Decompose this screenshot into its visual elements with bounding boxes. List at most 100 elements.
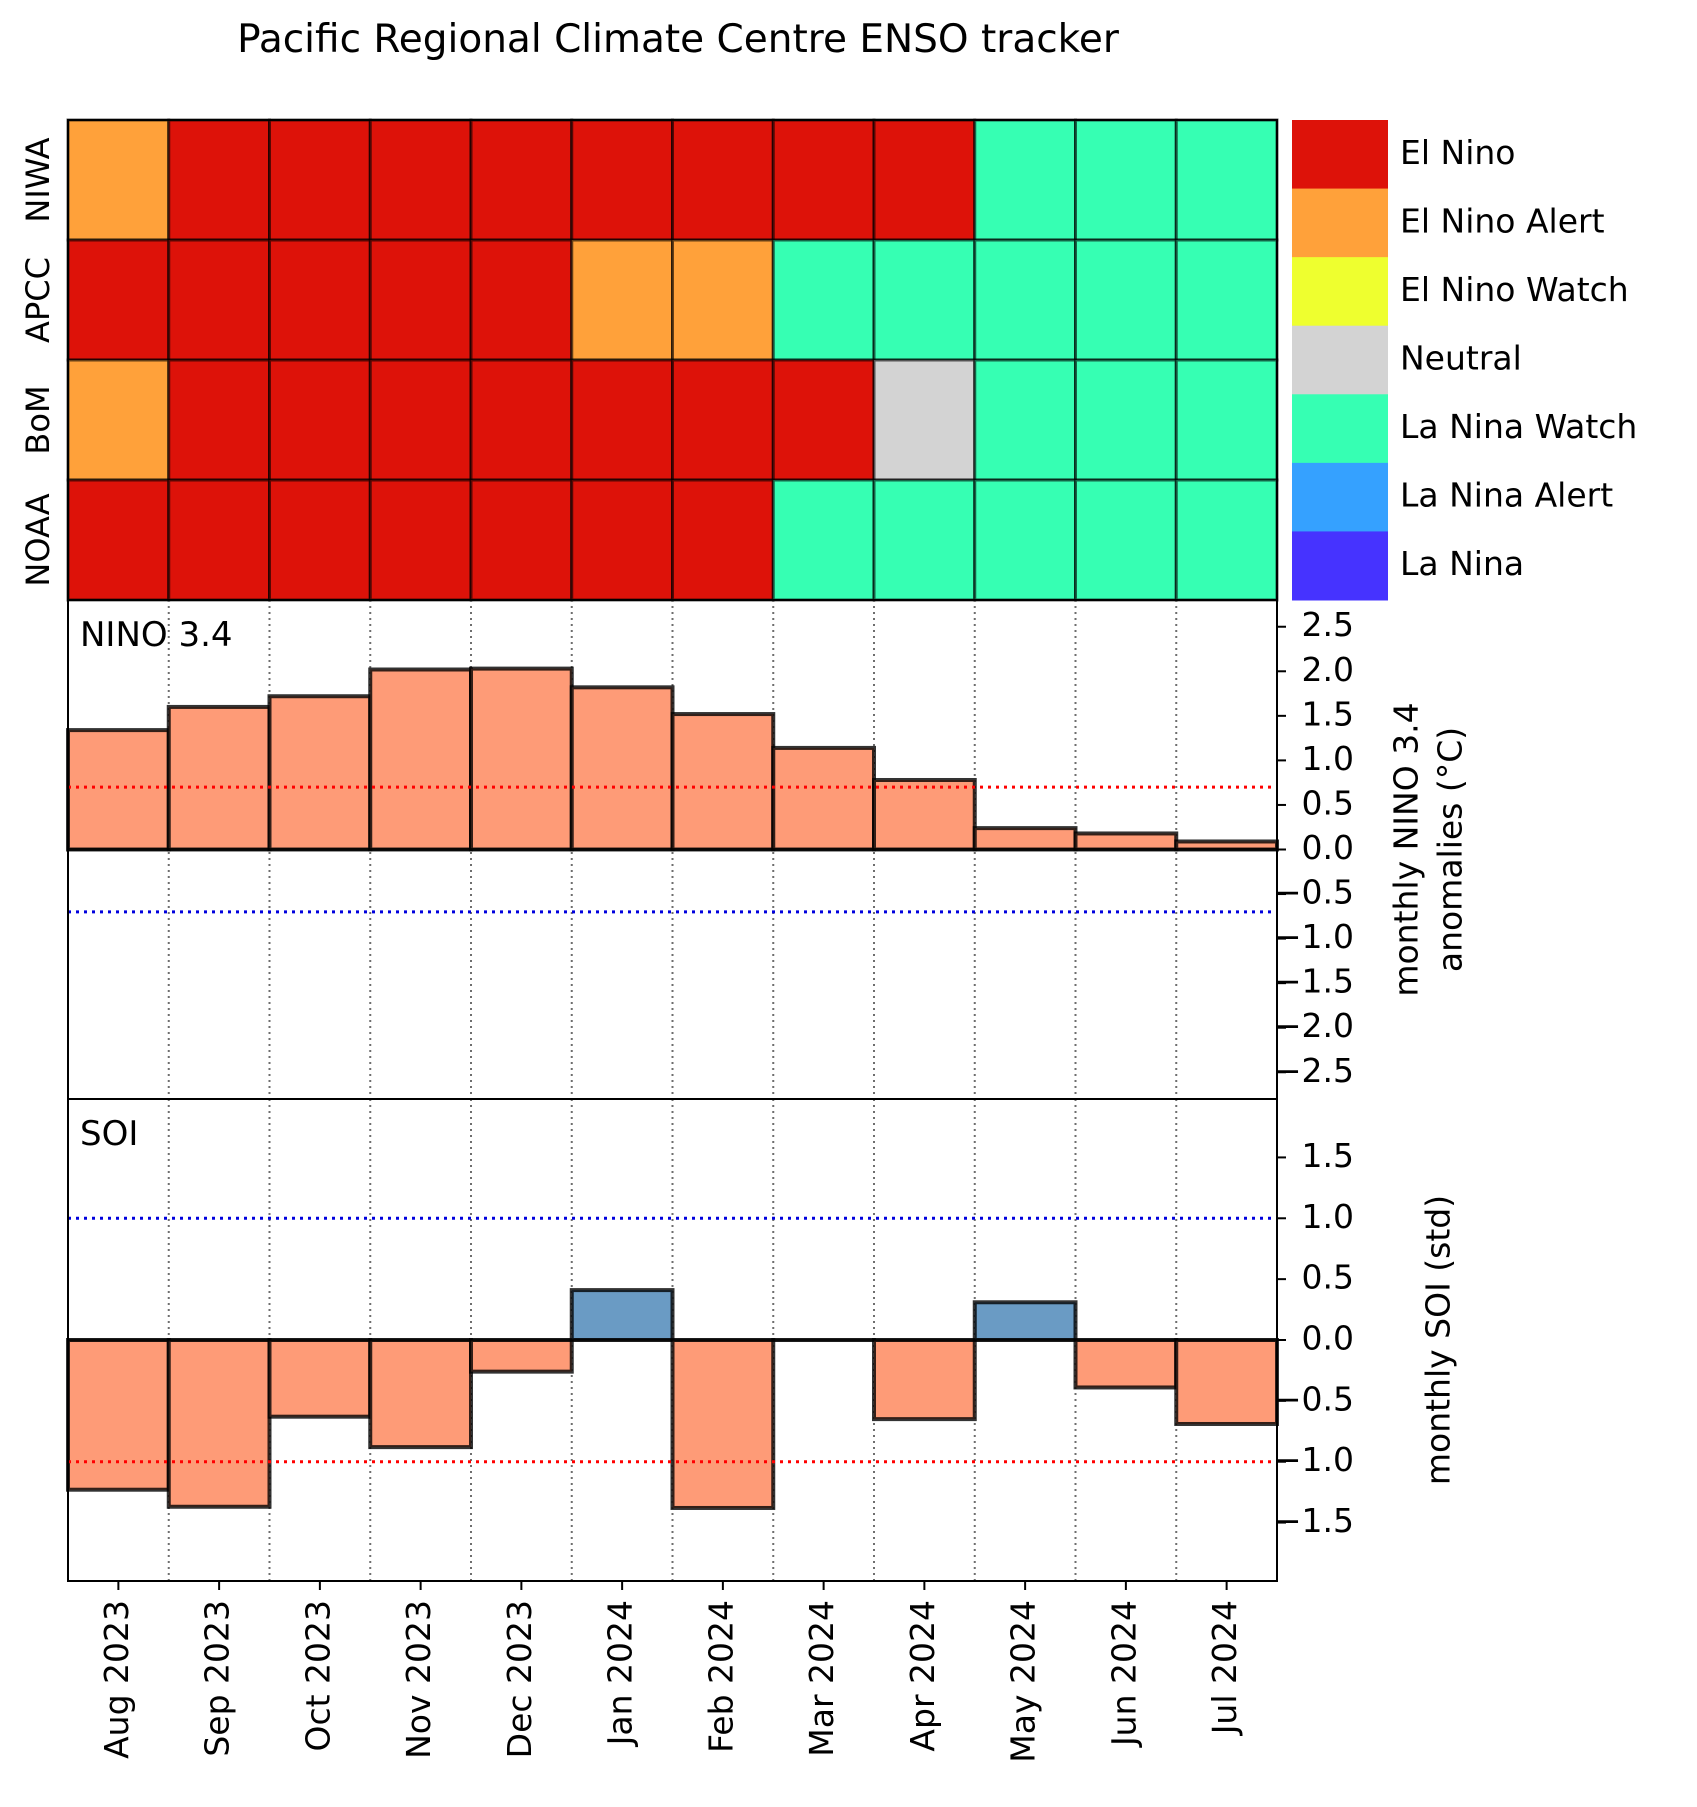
nino-bar-jun-2024 xyxy=(1073,831,1179,852)
legend-label-la-nina-alert: La Nina Alert xyxy=(1400,476,1613,515)
nino-annotation: NINO 3.4 xyxy=(80,615,233,655)
heatmap-cell-bom-dec-2023 xyxy=(469,358,574,482)
row-label-bom: BoM xyxy=(19,385,57,454)
heatmap-cell-apcc-may-2024 xyxy=(973,238,1077,362)
nino-bar-feb-2024 xyxy=(670,712,776,852)
heatmap-cell-noaa-jan-2024 xyxy=(570,478,674,602)
heatmap-cell-apcc-feb-2024 xyxy=(671,238,775,362)
nino34-bar-chart: NINO 3.4 2.5 2.0 1.5 1.0 0.5 0.0 −0.5 −1.0 −1.5 −2… xyxy=(66,599,1470,1100)
soi-ytick-label: 0.0 xyxy=(1302,1319,1354,1358)
x-tick-label-sep-2023: Sep 2023 xyxy=(198,1600,237,1757)
row-label-apcc: APCC xyxy=(19,257,57,343)
x-tick-label-nov-2023: Nov 2023 xyxy=(399,1600,438,1759)
soi-bar-feb-2024 xyxy=(670,1338,776,1510)
soi-bar-jan-2024 xyxy=(569,1288,675,1342)
nino-bar-oct-2023 xyxy=(267,694,373,852)
soi-bar-dec-2023 xyxy=(469,1338,574,1374)
heatmap-cell-niwa-apr-2024 xyxy=(872,118,977,242)
heatmap-cell-niwa-mar-2024 xyxy=(771,118,876,242)
heatmap-cell-noaa-dec-2023 xyxy=(469,478,574,602)
row-label-noaa: NOAA xyxy=(19,493,57,586)
heatmap-cell-bom-aug-2023 xyxy=(66,358,171,482)
heatmap-cell-bom-mar-2024 xyxy=(771,358,876,482)
soi-bar-nov-2023 xyxy=(368,1338,473,1450)
legend-swatch-la-nina xyxy=(1292,531,1388,601)
x-tick-label-mar-2024: Mar 2024 xyxy=(802,1600,841,1757)
x-tick-label-apr-2024: Apr 2024 xyxy=(903,1600,942,1752)
heatmap-cell-apcc-apr-2024 xyxy=(872,238,977,362)
soi-bar-apr-2024 xyxy=(872,1338,977,1422)
enso-status-heatmap: NIWA APCC BoM NOAA xyxy=(19,118,1279,602)
soi-ytick-label: 1.0 xyxy=(1302,1197,1354,1236)
legend-swatch-el-nino-watch xyxy=(1292,257,1388,327)
heatmap-cell-apcc-sep-2023 xyxy=(167,238,271,362)
heatmap-cell-niwa-sep-2023 xyxy=(167,118,271,242)
figure-title: Pacific Regional Climate Centre ENSO tra… xyxy=(237,17,1120,62)
heatmap-cell-bom-may-2024 xyxy=(973,358,1077,482)
soi-ytick-label: 0.5 xyxy=(1302,1258,1354,1297)
legend-label-el-nino: El Nino xyxy=(1400,133,1515,172)
heatmap-cell-bom-apr-2024 xyxy=(872,358,977,482)
nino-bar-may-2024 xyxy=(972,826,1078,852)
nino-ylabel-line-1: monthly NINO 3.4 xyxy=(1387,702,1426,996)
nino-bar-jan-2024 xyxy=(569,685,675,852)
heatmap-cell-apcc-mar-2024 xyxy=(771,238,876,362)
heatmap-cell-niwa-may-2024 xyxy=(973,118,1077,242)
x-tick-label-aug-2023: Aug 2023 xyxy=(97,1600,136,1759)
nino-ytick-label: 0.5 xyxy=(1302,783,1354,822)
heatmap-cell-niwa-dec-2023 xyxy=(469,118,574,242)
heatmap-cell-bom-sep-2023 xyxy=(167,358,271,482)
legend-swatch-la-nina-watch xyxy=(1292,394,1388,464)
heatmap-cell-apcc-oct-2023 xyxy=(268,238,372,362)
heatmap-cell-niwa-jan-2024 xyxy=(570,118,674,242)
legend-swatch-el-nino-alert xyxy=(1292,188,1388,258)
heatmap-cell-bom-feb-2024 xyxy=(671,358,775,482)
legend-label-el-nino-watch: El Nino Watch xyxy=(1400,270,1629,309)
legend-label-la-nina: La Nina xyxy=(1400,544,1524,583)
soi-bar-chart: SOI 1.5 1.0 0.5 0.0 −0.5 −1.0 −1.5 monthly SOI (… xyxy=(66,1098,1458,1582)
heatmap-cell-niwa-jul-2024 xyxy=(1174,118,1279,242)
x-tick-label-jul-2024: Jul 2024 xyxy=(1205,1600,1244,1736)
soi-ytick-label: −0.5 xyxy=(1274,1379,1354,1418)
soi-bar-sep-2023 xyxy=(166,1338,272,1509)
heatmap-cell-bom-jun-2024 xyxy=(1074,358,1178,482)
heatmap-cell-noaa-jun-2024 xyxy=(1074,478,1178,602)
heatmap-cell-bom-nov-2023 xyxy=(368,358,473,482)
nino-ytick-label: 0.0 xyxy=(1302,828,1354,867)
nino-ytick-label: −1.5 xyxy=(1274,962,1354,1001)
heatmap-cell-apcc-jan-2024 xyxy=(570,238,674,362)
heatmap-cell-noaa-jul-2024 xyxy=(1174,478,1279,602)
nino-ytick-label: 2.0 xyxy=(1302,650,1354,689)
heatmap-cell-noaa-apr-2024 xyxy=(872,478,977,602)
heatmap-cell-noaa-mar-2024 xyxy=(771,478,876,602)
x-tick-label-oct-2023: Oct 2023 xyxy=(298,1600,337,1752)
heatmap-cell-niwa-jun-2024 xyxy=(1074,118,1178,242)
nino-bar-nov-2023 xyxy=(368,667,473,852)
soi-bar-may-2024 xyxy=(972,1300,1078,1343)
heatmap-cell-apcc-nov-2023 xyxy=(368,238,473,362)
nino-ytick-label: 1.5 xyxy=(1302,694,1354,733)
month-axis: Aug 2023 Sep 2023 Oct 2023 Nov 2023 Dec 2023… xyxy=(97,1581,1244,1763)
heatmap-cell-noaa-may-2024 xyxy=(973,478,1077,602)
heatmap-cell-niwa-aug-2023 xyxy=(66,118,171,242)
heatmap-cell-apcc-aug-2023 xyxy=(66,238,171,362)
legend-swatch-el-nino xyxy=(1292,120,1388,190)
nino-ylabel-line-2: anomalies (°C) xyxy=(1431,727,1470,972)
soi-bar-aug-2023 xyxy=(66,1338,171,1492)
heatmap-cell-noaa-nov-2023 xyxy=(368,478,473,602)
heatmap-cell-bom-oct-2023 xyxy=(268,358,372,482)
heatmap-cell-bom-jul-2024 xyxy=(1174,358,1279,482)
nino-bar-sep-2023 xyxy=(166,704,272,852)
nino-ytick-label: −0.5 xyxy=(1274,873,1354,912)
heatmap-cell-niwa-oct-2023 xyxy=(268,118,372,242)
heatmap-cell-noaa-feb-2024 xyxy=(671,478,775,602)
nino-bar-mar-2024 xyxy=(771,745,876,852)
nino-bar-apr-2024 xyxy=(872,777,977,852)
legend-label-la-nina-watch: La Nina Watch xyxy=(1400,407,1637,446)
heatmap-cell-noaa-oct-2023 xyxy=(268,478,372,602)
legend-swatch-neutral xyxy=(1292,325,1388,395)
soi-bar-jun-2024 xyxy=(1073,1338,1179,1390)
soi-ylabel-line-1: monthly SOI (std) xyxy=(1419,1195,1458,1485)
row-label-niwa: NIWA xyxy=(19,137,57,222)
